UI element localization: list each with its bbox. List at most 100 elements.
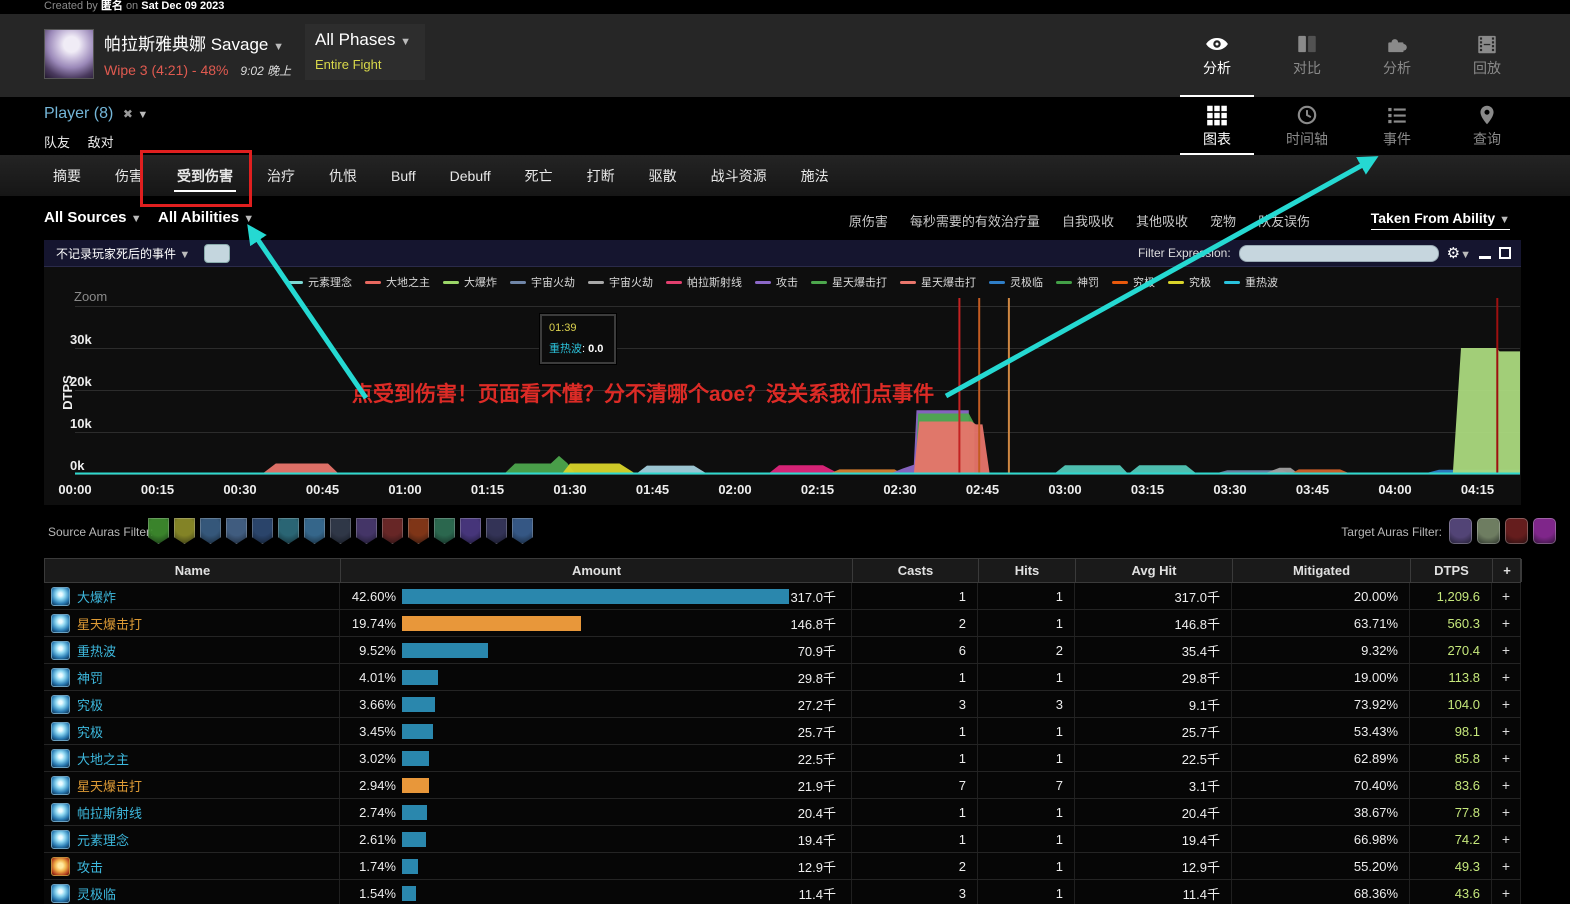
legend-item[interactable]: 重热波	[1224, 274, 1278, 290]
table-row[interactable]: 大地之主 3.02% 22.5千 1 1 22.5千 62.89% 85.8 +	[44, 745, 1521, 772]
source-aura-icon[interactable]	[408, 518, 429, 544]
source-aura-icon[interactable]	[434, 518, 455, 544]
ability-link[interactable]: 灵极临	[77, 886, 117, 902]
ability-link[interactable]: 攻击	[77, 859, 104, 875]
target-aura-icon[interactable]	[1533, 518, 1556, 544]
target-aura-icon[interactable]	[1449, 518, 1472, 544]
filter-link-自我吸收[interactable]: 自我吸收	[1061, 214, 1114, 229]
tab-死亡[interactable]: 死亡	[524, 167, 553, 184]
legend-item[interactable]: 帕拉斯射线	[666, 274, 742, 290]
expand-row-button[interactable]: +	[1492, 826, 1521, 852]
table-row[interactable]: 大爆炸 42.60% 317.0千 1 1 317.0千 20.00% 1,209.6 +	[44, 583, 1521, 610]
table-row[interactable]: 重热波 9.52% 70.9千 6 2 35.4千 9.32% 270.4 +	[44, 637, 1521, 664]
taken-from-ability-dropdown[interactable]: Taken From Ability ▼	[1370, 210, 1510, 230]
author-link[interactable]: 匿名	[100, 0, 123, 12]
legend-item[interactable]: 元素理念	[287, 274, 352, 290]
ability-link[interactable]: 元素理念	[77, 832, 130, 848]
all-abilities-dropdown[interactable]: All Abilities ▼	[158, 209, 255, 226]
column-header-Mitigated[interactable]: Mitigated	[1233, 559, 1411, 582]
maximize-icon[interactable]	[1499, 247, 1511, 259]
source-aura-icon[interactable]	[200, 518, 221, 544]
target-aura-icon[interactable]	[1505, 518, 1528, 544]
all-sources-dropdown[interactable]: All Sources ▼	[44, 209, 142, 226]
filter-link-原伤害[interactable]: 原伤害	[848, 214, 888, 229]
filter-link-每秒需要的有效治疗量[interactable]: 每秒需要的有效治疗量	[909, 214, 1040, 229]
table-row[interactable]: 攻击 1.74% 12.9千 2 1 12.9千 55.20% 49.3 +	[44, 853, 1521, 880]
legend-item[interactable]: 宇宙火劫	[510, 274, 575, 290]
friendlies-link[interactable]: 队友	[44, 135, 71, 150]
expand-row-button[interactable]: +	[1492, 853, 1521, 879]
timeline-view-button[interactable]: 时间轴	[1262, 97, 1352, 155]
source-aura-icon[interactable]	[486, 518, 507, 544]
tab-摘要[interactable]: 摘要	[53, 167, 81, 184]
expand-row-button[interactable]: +	[1492, 772, 1521, 798]
problems-view-button[interactable]: 分析	[1352, 14, 1442, 97]
compare-view-button[interactable]: 对比	[1262, 14, 1352, 97]
legend-item[interactable]: 究极	[1168, 274, 1211, 290]
expand-row-button[interactable]: +	[1492, 583, 1521, 609]
source-aura-icon[interactable]	[304, 518, 325, 544]
column-header-Name[interactable]: Name	[45, 559, 341, 582]
legend-item[interactable]: 究极	[1112, 274, 1155, 290]
expand-row-button[interactable]: +	[1492, 637, 1521, 663]
column-header-+[interactable]: +	[1493, 559, 1522, 582]
tab-施法[interactable]: 施法	[800, 167, 829, 184]
legend-item[interactable]: 神罚	[1056, 274, 1099, 290]
queries-view-button[interactable]: 查询	[1442, 97, 1532, 155]
death-filter-dropdown[interactable]: 不记录玩家死后的事件 ▼	[56, 246, 191, 261]
legend-item[interactable]: 星天爆击打	[900, 274, 976, 290]
tab-Debuff[interactable]: Debuff	[449, 167, 491, 184]
source-aura-icon[interactable]	[174, 518, 195, 544]
expand-row-button[interactable]: +	[1492, 610, 1521, 636]
legend-item[interactable]: 大爆炸	[443, 274, 497, 290]
enemies-link[interactable]: 敌对	[87, 135, 114, 150]
column-header-Amount[interactable]: Amount	[341, 559, 853, 582]
filter-link-宠物[interactable]: 宠物	[1209, 214, 1236, 229]
table-row[interactable]: 灵极临 1.54% 11.4千 3 1 11.4千 68.36% 43.6 +	[44, 880, 1521, 904]
table-row[interactable]: 帕拉斯射线 2.74% 20.4千 1 1 20.4千 38.67% 77.8 +	[44, 799, 1521, 826]
expand-row-button[interactable]: +	[1492, 718, 1521, 744]
tab-打断[interactable]: 打断	[586, 167, 615, 184]
filter-link-其他吸收[interactable]: 其他吸收	[1135, 214, 1188, 229]
ability-link[interactable]: 究极	[77, 697, 104, 713]
expand-row-button[interactable]: +	[1492, 799, 1521, 825]
analyze-view-button[interactable]: 分析	[1172, 14, 1262, 97]
ability-link[interactable]: 星天爆击打	[77, 616, 143, 632]
phase-selector[interactable]: All Phases ▼ Entire Fight	[305, 24, 425, 80]
source-aura-icon[interactable]	[330, 518, 351, 544]
filter-link-队友误伤[interactable]: 队友误伤	[1257, 214, 1310, 229]
table-row[interactable]: 究极 3.45% 25.7千 1 1 25.7千 53.43% 98.1 +	[44, 718, 1521, 745]
fight-selector[interactable]: 帕拉斯雅典娜 Savage ▼	[104, 30, 291, 55]
table-row[interactable]: 究极 3.66% 27.2千 3 3 9.1千 73.92% 104.0 +	[44, 691, 1521, 718]
table-row[interactable]: 元素理念 2.61% 19.4千 1 1 19.4千 66.98% 74.2 +	[44, 826, 1521, 853]
filter-expression-input[interactable]	[1238, 244, 1439, 262]
minimize-icon[interactable]	[1479, 255, 1491, 259]
ability-link[interactable]: 大地之主	[77, 751, 130, 767]
gear-icon[interactable]: ⚙▼	[1446, 245, 1471, 262]
tab-仇恨[interactable]: 仇恨	[329, 167, 357, 184]
events-view-button[interactable]: 事件	[1352, 97, 1442, 155]
tab-伤害[interactable]: 伤害	[115, 167, 143, 184]
source-aura-icon[interactable]	[252, 518, 273, 544]
ability-link[interactable]: 帕拉斯射线	[77, 805, 143, 821]
source-aura-icon[interactable]	[278, 518, 299, 544]
color-swatch[interactable]	[204, 243, 231, 263]
table-row[interactable]: 星天爆击打 19.74% 146.8千 2 1 146.8千 63.71% 560.3 +	[44, 610, 1521, 637]
source-aura-icon[interactable]	[356, 518, 377, 544]
replay-view-button[interactable]: 回放	[1442, 14, 1532, 97]
column-header-DTPS[interactable]: DTPS	[1411, 559, 1493, 582]
column-header-Casts[interactable]: Casts	[853, 559, 979, 582]
ability-link[interactable]: 重热波	[77, 643, 117, 659]
legend-item[interactable]: 灵极临	[989, 274, 1043, 290]
legend-item[interactable]: 宇宙火劫	[588, 274, 653, 290]
tab-受到伤害[interactable]: 受到伤害	[160, 155, 250, 196]
legend-item[interactable]: 大地之主	[365, 274, 430, 290]
column-header-Avg Hit[interactable]: Avg Hit	[1076, 559, 1233, 582]
tab-治疗[interactable]: 治疗	[267, 167, 295, 184]
charts-view-button[interactable]: 图表	[1172, 97, 1262, 155]
expand-row-button[interactable]: +	[1492, 664, 1521, 690]
legend-item[interactable]: 攻击	[755, 274, 798, 290]
expand-row-button[interactable]: +	[1492, 691, 1521, 717]
source-aura-icon[interactable]	[226, 518, 247, 544]
legend-item[interactable]: 星天爆击打	[811, 274, 887, 290]
